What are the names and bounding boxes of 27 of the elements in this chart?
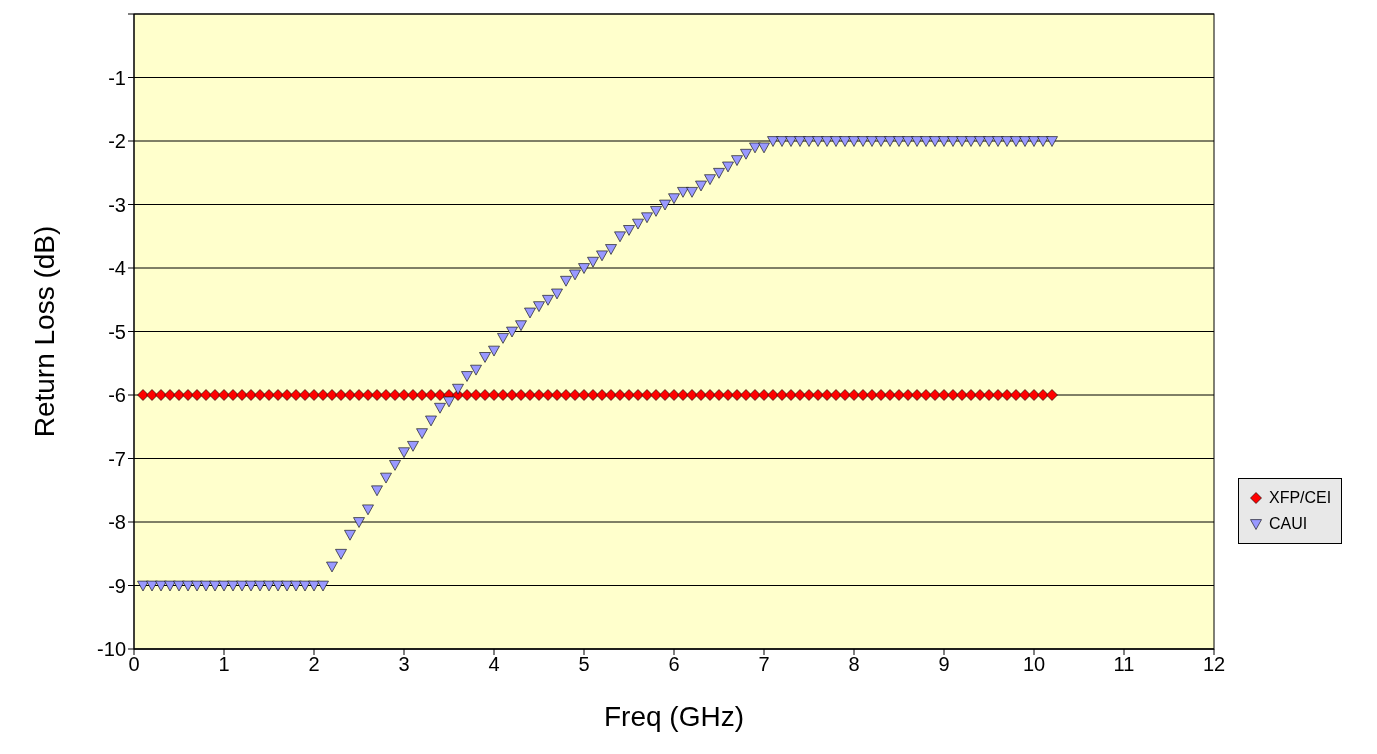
x-tick-label: 5 bbox=[578, 653, 590, 676]
y-tick-label: -3 bbox=[108, 193, 126, 216]
y-tick-label: -10 bbox=[97, 638, 126, 661]
y-tick-label: -6 bbox=[108, 384, 126, 407]
y-tick-label: -4 bbox=[108, 257, 126, 280]
y-tick-label: -9 bbox=[108, 574, 126, 597]
y-axis-title: Return Loss (dB) bbox=[28, 225, 60, 438]
legend-label: CAUI bbox=[1269, 515, 1308, 533]
x-tick-label: 1 bbox=[218, 653, 230, 676]
x-tick-label: 7 bbox=[758, 653, 770, 676]
y-tick-label: -1 bbox=[108, 66, 126, 89]
x-tick-label: 12 bbox=[1202, 653, 1226, 676]
x-tick-label: 10 bbox=[1022, 653, 1046, 676]
x-tick-label: 4 bbox=[488, 653, 500, 676]
x-tick-label: 3 bbox=[398, 653, 410, 676]
x-axis-title: Freq (GHz) bbox=[604, 701, 744, 732]
y-tick-label: -8 bbox=[108, 511, 126, 534]
x-tick-label: 11 bbox=[1113, 653, 1135, 676]
x-tick-label: 0 bbox=[128, 653, 140, 676]
x-tick-label: 8 bbox=[848, 653, 860, 676]
y-tick-label: -2 bbox=[108, 130, 126, 153]
y-tick-label: -7 bbox=[108, 447, 126, 470]
x-tick-label: 9 bbox=[938, 653, 950, 676]
y-tick-label: -5 bbox=[108, 320, 126, 343]
x-tick-label: 2 bbox=[308, 653, 320, 676]
legend-label: XFP/CEI bbox=[1269, 489, 1332, 507]
x-tick-label: 6 bbox=[668, 653, 680, 676]
